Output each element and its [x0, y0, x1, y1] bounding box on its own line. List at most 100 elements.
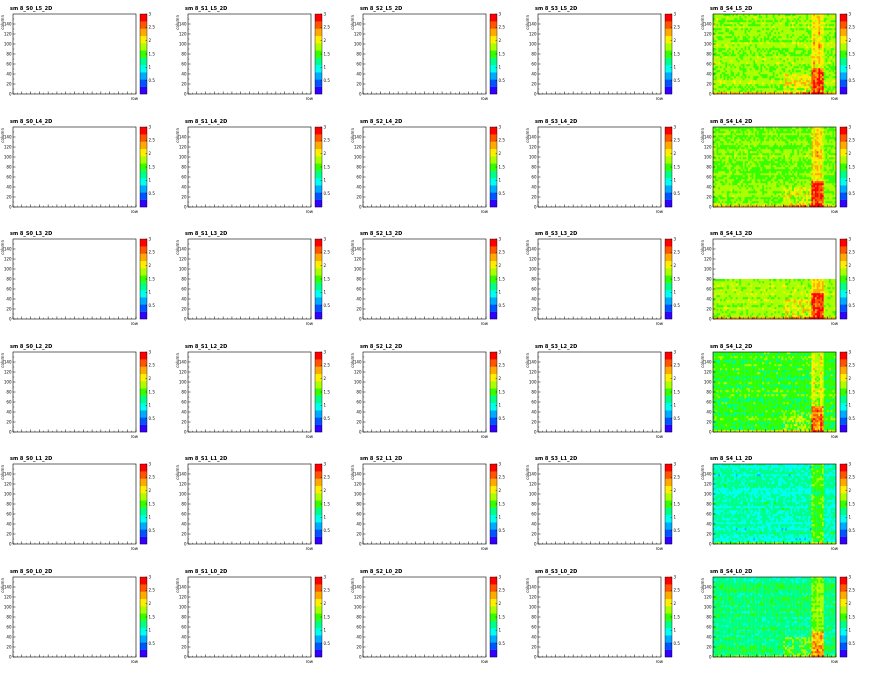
heatmap-cell	[758, 26, 761, 29]
heatmap-cell	[718, 42, 721, 45]
heatmap-cell	[725, 54, 728, 57]
heatmap-cell	[751, 58, 754, 61]
heatmap-cell	[781, 84, 784, 87]
heatmap-cell	[763, 50, 766, 53]
heatmap-cell	[769, 179, 772, 182]
heatmap-cell	[755, 155, 758, 158]
heatmap-cell	[725, 82, 728, 85]
heatmap-cell	[800, 20, 803, 23]
heatmap-cell	[713, 86, 715, 89]
heatmap-cell	[756, 205, 759, 208]
heatmap-cell	[762, 68, 765, 71]
heatmap-cell	[774, 145, 777, 148]
heatmap-cell	[760, 197, 763, 200]
heatmap-cell	[751, 133, 754, 136]
heatmap-cell	[790, 191, 793, 194]
heatmap-cell	[792, 60, 795, 63]
heatmap-cell	[823, 44, 826, 47]
heatmap-cell	[788, 187, 791, 190]
heatmap-cell	[735, 185, 738, 188]
palette-segment	[140, 141, 147, 150]
heatmap-cell	[714, 56, 717, 59]
heatmap-cell	[779, 149, 782, 152]
heatmap-cell	[746, 143, 749, 146]
heatmap-cell	[748, 201, 751, 204]
heatmap-cell	[753, 22, 756, 25]
heatmap-cell	[760, 157, 763, 160]
heatmap-cell	[834, 50, 837, 53]
heatmap-cell	[830, 56, 833, 59]
heatmap-cell	[776, 52, 779, 55]
heatmap-cell	[718, 191, 721, 194]
heatmap-cell	[727, 183, 730, 186]
heatmap-cell	[799, 16, 802, 19]
heatmap-cell	[713, 149, 715, 152]
heatmap-cell	[753, 171, 756, 174]
heatmap-cell	[746, 129, 749, 132]
heatmap-cell	[728, 183, 731, 186]
heatmap-cell	[742, 40, 745, 43]
heatmap-cell	[765, 20, 768, 23]
heatmap-cell	[718, 135, 721, 138]
heatmap-cell	[786, 24, 789, 27]
heatmap-cell	[793, 64, 796, 67]
heatmap-cell	[772, 26, 775, 29]
heatmap-cell	[783, 48, 786, 51]
heatmap-cell	[769, 44, 772, 47]
heatmap-cell	[739, 189, 742, 192]
heatmap-cell	[788, 169, 791, 172]
heatmap-cell	[742, 38, 745, 41]
heatmap-cell	[765, 90, 768, 93]
heatmap-cell	[748, 48, 751, 51]
heatmap-cell	[758, 191, 761, 194]
heatmap-cell	[734, 54, 737, 57]
heatmap-cell	[756, 167, 759, 170]
heatmap-cell	[760, 203, 763, 206]
heatmap-cell	[732, 78, 735, 81]
heatmap-cell	[825, 88, 828, 91]
heatmap-cell	[813, 64, 816, 67]
heatmap-cell	[790, 141, 793, 144]
heatmap-cell	[832, 16, 835, 19]
heatmap-cell	[781, 70, 784, 73]
heatmap-cell	[795, 181, 798, 184]
heatmap-cell	[778, 62, 780, 65]
heatmap-cell	[727, 26, 730, 29]
heatmap-cell	[748, 161, 751, 164]
heatmap-cell	[753, 60, 756, 63]
heatmap-cell	[730, 139, 733, 142]
heatmap-cell	[788, 70, 791, 73]
heatmap-cell	[758, 139, 761, 142]
heatmap-cell	[755, 193, 758, 196]
heatmap-cell	[720, 40, 722, 43]
heatmap-cell	[714, 82, 717, 85]
heatmap-cell	[735, 20, 738, 23]
heatmap-cell	[785, 40, 787, 43]
heatmap-cell	[797, 66, 800, 69]
heatmap-cell	[718, 56, 721, 59]
heatmap-cell	[770, 88, 773, 91]
heatmap-cell	[716, 26, 719, 29]
heatmap-cell	[820, 36, 823, 39]
heatmap-cell	[809, 22, 812, 25]
heatmap-cell	[749, 14, 752, 17]
heatmap-cell	[770, 145, 773, 148]
heatmap-cell	[725, 171, 728, 174]
heatmap-cell	[832, 90, 835, 93]
heatmap-cell	[778, 161, 780, 164]
heatmap-cell	[830, 46, 833, 49]
heatmap-cell	[746, 165, 749, 168]
heatmap-cell	[765, 30, 768, 33]
heatmap-cell	[751, 153, 754, 156]
heatmap-cell	[760, 24, 763, 27]
heatmap-cell	[769, 36, 772, 39]
heatmap-cell	[716, 58, 719, 61]
heatmap-cell	[785, 133, 787, 136]
heatmap-cell	[728, 141, 731, 144]
heatmap-cell	[779, 58, 782, 61]
heatmap-cell	[781, 88, 784, 91]
heatmap-cell	[749, 189, 752, 192]
heatmap-cell	[727, 193, 730, 196]
heatmap-cell	[741, 173, 744, 176]
heatmap-cell	[820, 56, 823, 59]
